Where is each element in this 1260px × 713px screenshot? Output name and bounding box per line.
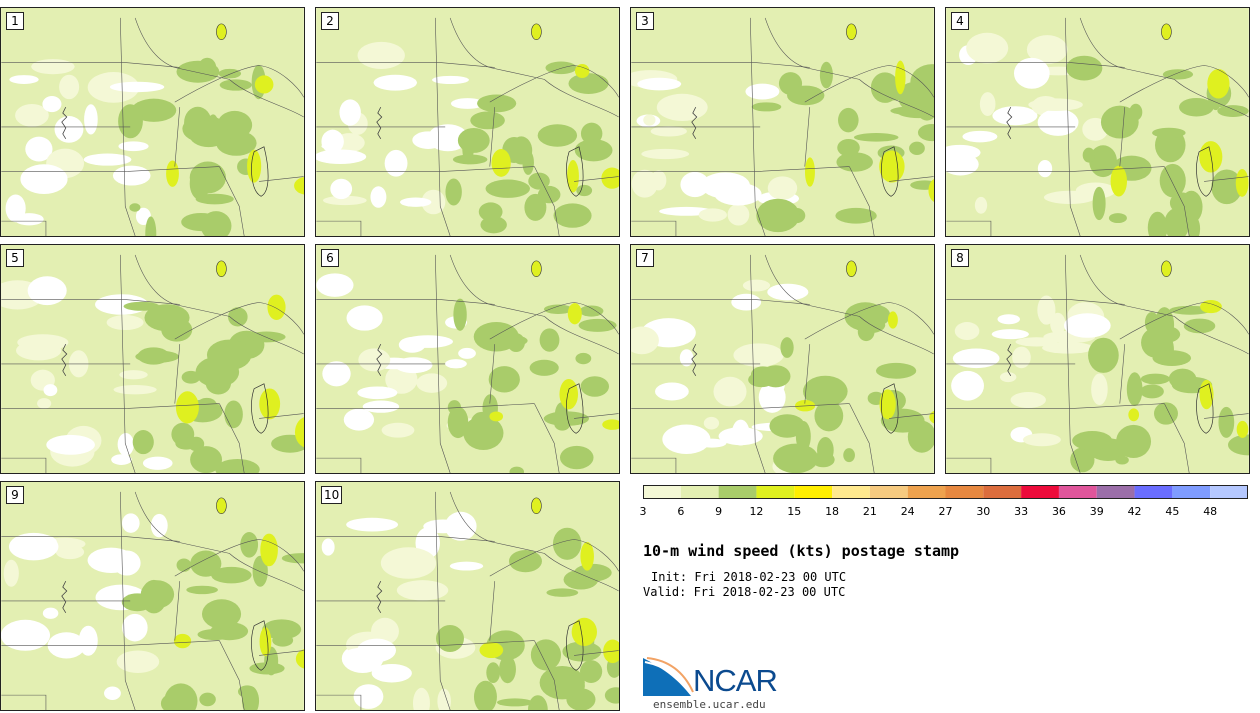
colorbar-tick-label: 45 [1165,505,1180,518]
wind-speed-map [1,482,304,710]
colorbar-tick-label: 33 [1014,505,1029,518]
colorbar-tick-label: 21 [862,505,877,518]
map-panel-9: 9 [0,481,305,711]
colorbar-tick-label: 36 [1051,505,1066,518]
wind-speed-map [631,8,934,236]
colorbar-swatch [1172,485,1211,499]
colorbar-tick-label: 3 [639,505,647,518]
panel-label: 4 [951,12,969,30]
colorbar-swatch [1134,485,1173,499]
colorbar-swatch [907,485,946,499]
wind-speed-map [1,245,304,473]
colorbar-swatch [945,485,984,499]
ncar-logo-icon [643,657,694,696]
colorbar-tick-label: 9 [715,505,723,518]
colorbar-tick-label: 6 [677,505,685,518]
wind-speed-map [1,8,304,236]
valid-time: Valid: Fri 2018-02-23 00 UTC [643,585,846,599]
panel-label: 9 [6,486,24,504]
map-panel-5: 5 [0,244,305,474]
colorbar-swatch [869,485,908,499]
colorbar-swatch [1058,485,1097,499]
panel-label: 6 [321,249,339,267]
wind-speed-map [631,245,934,473]
colorbar-swatch [983,485,1022,499]
map-panel-10: 10 [315,481,620,711]
logo-wordmark: NCAR [693,663,778,698]
map-panel-2: 2 [315,7,620,237]
panel-label: 1 [6,12,24,30]
wind-speed-map [316,482,619,710]
colorbar-swatch [1096,485,1135,499]
init-time: Init: Fri 2018-02-23 00 UTC [651,570,847,584]
colorbar-swatch [794,485,833,499]
colorbar-tick-label: 24 [900,505,915,518]
map-panel-7: 7 [630,244,935,474]
colorbar [643,485,1248,499]
wind-speed-map [316,8,619,236]
panel-label: 7 [636,249,654,267]
colorbar-tick-label: 48 [1203,505,1218,518]
panel-label: 8 [951,249,969,267]
colorbar-swatch [1021,485,1059,499]
colorbar-tick-label: 18 [825,505,840,518]
colorbar-ticks: 3 6 9 12 15 18 21 24 27 30 33 36 39 42 45 48 [639,505,1248,519]
colorbar-tick-label: 12 [749,505,764,518]
site-url: ensemble.ucar.edu [653,698,766,711]
colorbar-tick-label: 39 [1089,505,1104,518]
colorbar-swatch [643,485,681,499]
colorbar-swatch [680,485,719,499]
colorbar-tick-label: 15 [787,505,802,518]
wind-speed-map [316,245,619,473]
panel-label: 10 [321,486,343,504]
panel-label: 5 [6,249,24,267]
map-panel-4: 4 [945,7,1250,237]
colorbar-tick-label: 27 [938,505,953,518]
wind-speed-map [946,245,1249,473]
wind-speed-map [946,8,1249,236]
map-panel-6: 6 [315,244,620,474]
colorbar-frame [643,485,1248,499]
map-panel-1: 1 [0,7,305,237]
colorbar-swatch [1210,485,1248,499]
colorbar-tick-label: 42 [1127,505,1142,518]
colorbar-swatch [832,485,870,499]
colorbar-swatch [756,485,795,499]
map-panel-8: 8 [945,244,1250,474]
map-panel-3: 3 [630,7,935,237]
figure-title: 10-m wind speed (kts) postage stamp [643,542,960,560]
colorbar-swatch [718,485,757,499]
panel-label: 3 [636,12,654,30]
panel-label: 2 [321,12,339,30]
colorbar-tick-label: 30 [976,505,991,518]
